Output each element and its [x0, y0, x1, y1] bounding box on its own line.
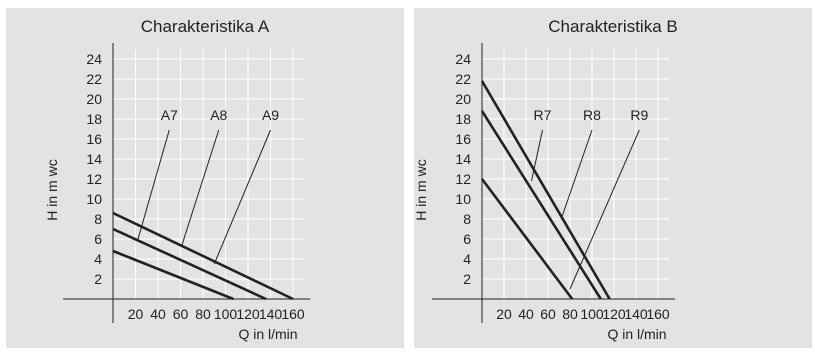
y-tick-label: 12 [86, 171, 102, 187]
chart-panel-background [414, 8, 812, 348]
y-tick-label: 8 [94, 211, 102, 227]
leader-line-a8 [181, 129, 220, 247]
y-tick-label: 2 [94, 271, 102, 287]
x-tick-label: 100 [214, 306, 238, 322]
leader-line-a7 [137, 129, 170, 241]
x-tick-label: 60 [173, 306, 189, 322]
x-tick-label: 80 [195, 306, 211, 322]
y-tick-label: 22 [455, 71, 471, 87]
x-tick-label: 140 [624, 306, 648, 322]
y-tick-label: 18 [455, 111, 471, 127]
chart-panel-a: Charakteristika A20 40 60 80 100 120 140 160246… [6, 8, 404, 348]
y-tick-label: 20 [455, 91, 471, 107]
series-line-r9 [480, 80, 611, 300]
y-tick-label: 22 [86, 71, 102, 87]
y-tick-label: 4 [94, 251, 102, 267]
x-tick-label: 80 [562, 306, 578, 322]
y-tick-label: 10 [455, 191, 471, 207]
leader-line-r9 [569, 129, 640, 290]
y-tick-label: 18 [86, 111, 102, 127]
series-label-a9: A9 [262, 107, 279, 123]
x-tick-label: 140 [259, 306, 283, 322]
leader-line-r7 [531, 129, 543, 182]
chart-title: Charakteristika A [141, 17, 270, 36]
y-tick-label: 6 [463, 231, 471, 247]
leader-line-r8 [560, 129, 593, 220]
x-tick-label: 20 [496, 306, 512, 322]
y-tick-label: 6 [94, 231, 102, 247]
chart-title: Charakteristika B [548, 17, 677, 36]
x-axis-label: Q in l/min [238, 326, 297, 342]
series-line-r8 [480, 110, 602, 300]
y-tick-label: 14 [455, 151, 471, 167]
series-line-a7 [112, 249, 234, 301]
y-tick-label: 16 [86, 131, 102, 147]
x-axis-label: Q in l/min [607, 326, 666, 342]
series-line-r7 [480, 178, 574, 300]
series-label-r9: R9 [630, 107, 648, 123]
x-tick-label: 120 [236, 306, 260, 322]
series-label-r8: R8 [583, 107, 601, 123]
chart-panel-b: Charakteristika B20 40 60 80 100120140160246… [413, 8, 812, 348]
series-label-a8: A8 [210, 107, 227, 123]
y-tick-label: 4 [463, 251, 471, 267]
series-line-a8 [112, 227, 267, 301]
y-tick-label: 24 [455, 51, 471, 67]
y-tick-label: 14 [86, 151, 102, 167]
x-tick-label: 40 [150, 306, 166, 322]
y-axis-label: H in m wc [413, 159, 429, 220]
x-tick-label: 100 [580, 306, 604, 322]
series-label-r7: R7 [534, 107, 552, 123]
x-tick-label: 160 [646, 306, 670, 322]
y-tick-label: 16 [455, 131, 471, 147]
y-tick-label: 12 [455, 171, 471, 187]
y-tick-label: 2 [463, 271, 471, 287]
x-tick-label: 160 [281, 306, 305, 322]
y-tick-label: 8 [463, 211, 471, 227]
chart-panel-background [6, 8, 404, 348]
series-label-a7: A7 [161, 107, 178, 123]
y-tick-label: 10 [86, 191, 102, 207]
x-tick-label: 60 [540, 306, 556, 322]
x-tick-label: 20 [128, 306, 144, 322]
y-tick-label: 20 [86, 91, 102, 107]
x-tick-label: 120 [602, 306, 626, 322]
x-tick-label: 40 [518, 306, 534, 322]
y-tick-label: 24 [86, 51, 102, 67]
leader-line-a9 [213, 129, 271, 265]
y-axis-label: H in m wc [44, 159, 60, 220]
series-line-a9 [112, 211, 294, 301]
